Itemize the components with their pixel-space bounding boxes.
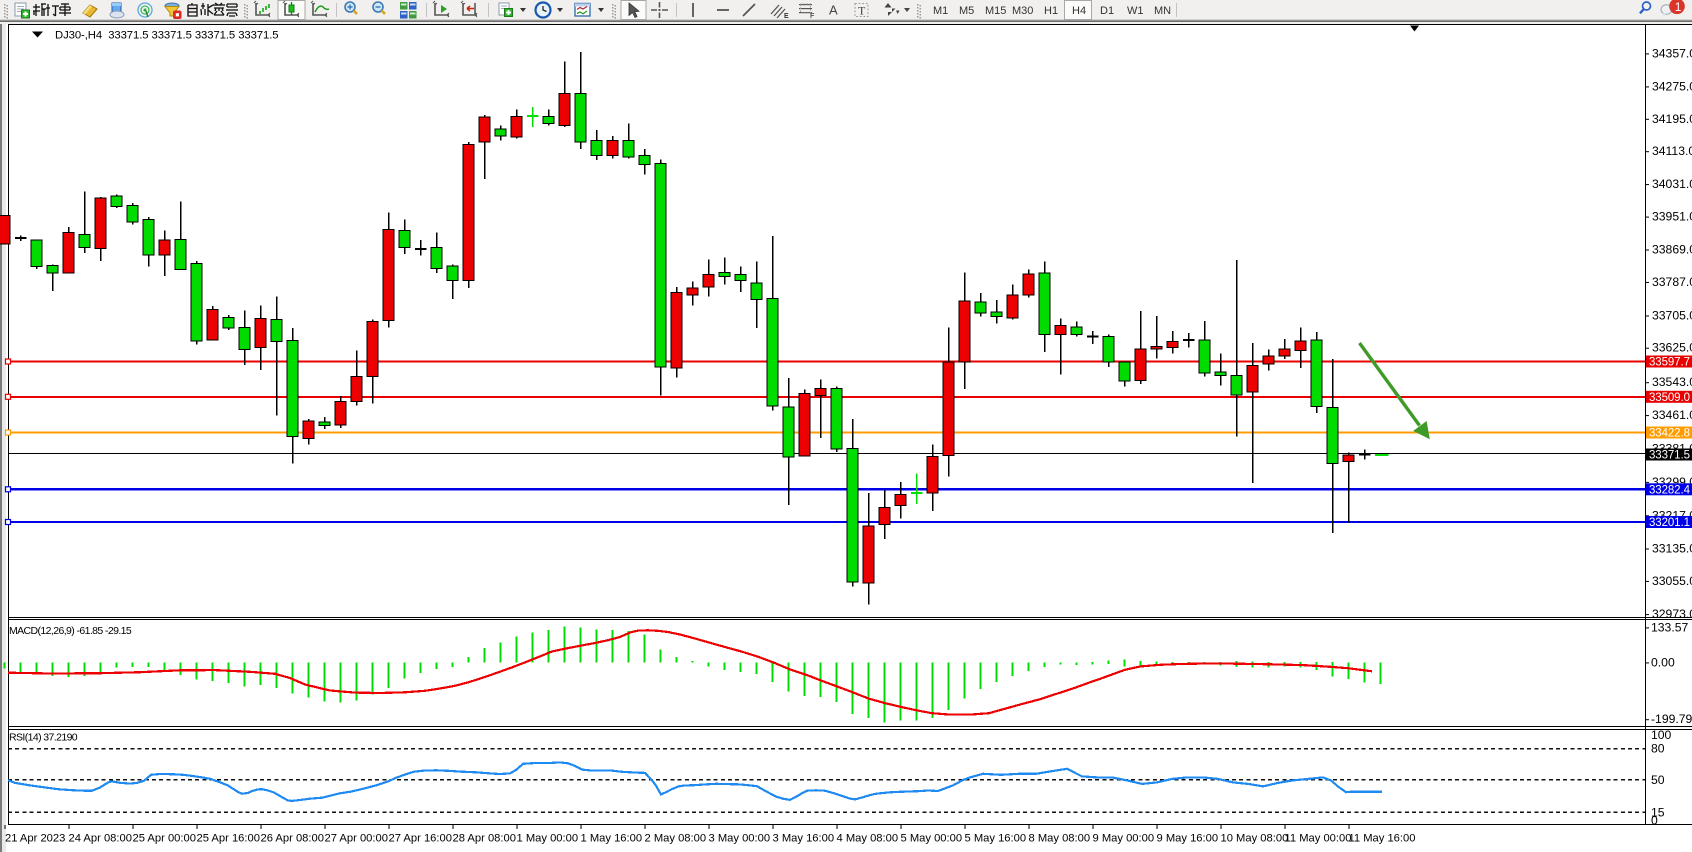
- svg-text:24 Apr 08:00: 24 Apr 08:00: [69, 833, 132, 845]
- svg-text:9 May 00:00: 9 May 00:00: [1093, 833, 1155, 845]
- svg-text:1 May 00:00: 1 May 00:00: [517, 833, 579, 845]
- svg-text:W1: W1: [1127, 5, 1144, 17]
- svg-text:33422.8: 33422.8: [1649, 428, 1690, 440]
- svg-text:D1: D1: [1100, 5, 1114, 17]
- svg-text:33597.7: 33597.7: [1649, 357, 1690, 369]
- svg-text:33543.0: 33543.0: [1652, 375, 1692, 389]
- svg-text:A: A: [829, 3, 838, 18]
- svg-text:3 May 00:00: 3 May 00:00: [709, 833, 771, 845]
- svg-text:33371.5: 33371.5: [1649, 450, 1690, 462]
- svg-text:0: 0: [1651, 814, 1658, 828]
- svg-text:M1: M1: [933, 5, 948, 17]
- svg-text:34357.0: 34357.0: [1652, 46, 1692, 60]
- svg-text:27 Apr 00:00: 27 Apr 00:00: [325, 833, 388, 845]
- svg-text:M30: M30: [1012, 5, 1033, 17]
- svg-text:80: 80: [1651, 742, 1665, 756]
- svg-text:32973.0: 32973.0: [1652, 607, 1692, 621]
- svg-text:DJ30-,H4 33371.5 33371.5 3337: DJ30-,H4 33371.5 33371.5 33371.5 33371.5: [55, 30, 278, 42]
- svg-text:M5: M5: [959, 5, 974, 17]
- svg-text:33509.0: 33509.0: [1649, 392, 1690, 404]
- svg-text:MACD(12,26,9) -61.85 -29.15: MACD(12,26,9) -61.85 -29.15: [9, 625, 132, 637]
- svg-text:11 May 16:00: 11 May 16:00: [1349, 833, 1416, 845]
- svg-text:0.00: 0.00: [1651, 655, 1675, 669]
- svg-text:H1: H1: [1044, 5, 1058, 17]
- svg-text:1 May 16:00: 1 May 16:00: [581, 833, 643, 845]
- svg-text:15: 15: [1651, 805, 1665, 819]
- svg-text:33869.0: 33869.0: [1652, 243, 1692, 257]
- svg-text:33787.0: 33787.0: [1652, 275, 1692, 289]
- svg-text:34195.0: 34195.0: [1652, 112, 1692, 126]
- svg-text:34113.0: 34113.0: [1652, 144, 1692, 158]
- svg-text:F: F: [810, 13, 815, 20]
- svg-text:5 May 00:00: 5 May 00:00: [901, 833, 963, 845]
- svg-text:-199.79: -199.79: [1651, 712, 1692, 726]
- svg-text:H4: H4: [1072, 5, 1086, 17]
- svg-text:8 May 08:00: 8 May 08:00: [1029, 833, 1091, 845]
- svg-text:RSI(14) 37.2190: RSI(14) 37.2190: [9, 732, 78, 744]
- svg-text:50: 50: [1651, 773, 1665, 787]
- svg-text:27 Apr 16:00: 27 Apr 16:00: [389, 833, 452, 845]
- svg-text:5 May 16:00: 5 May 16:00: [965, 833, 1027, 845]
- svg-text:133.57: 133.57: [1651, 620, 1688, 634]
- svg-text:25 Apr 16:00: 25 Apr 16:00: [197, 833, 260, 845]
- svg-text:100: 100: [1651, 728, 1672, 742]
- svg-text:33201.1: 33201.1: [1649, 517, 1690, 529]
- svg-text:33055.0: 33055.0: [1652, 574, 1692, 588]
- svg-text:33282.4: 33282.4: [1649, 485, 1691, 497]
- svg-text:25 Apr 00:00: 25 Apr 00:00: [133, 833, 196, 845]
- svg-text:T: T: [858, 4, 866, 18]
- svg-text:33135.0: 33135.0: [1652, 542, 1692, 556]
- svg-text:33461.0: 33461.0: [1652, 408, 1692, 422]
- svg-text:M15: M15: [985, 5, 1006, 17]
- svg-text:21 Apr 2023: 21 Apr 2023: [5, 833, 65, 845]
- svg-text:10 May 08:00: 10 May 08:00: [1221, 833, 1289, 845]
- svg-text:E: E: [784, 13, 789, 20]
- svg-text:33625.0: 33625.0: [1652, 341, 1692, 355]
- svg-text:28 Apr 08:00: 28 Apr 08:00: [453, 833, 516, 845]
- svg-text:9 May 16:00: 9 May 16:00: [1157, 833, 1219, 845]
- svg-text:4 May 08:00: 4 May 08:00: [837, 833, 899, 845]
- svg-text:1: 1: [1675, 0, 1682, 14]
- svg-text:3 May 16:00: 3 May 16:00: [773, 833, 835, 845]
- svg-text:2 May 08:00: 2 May 08:00: [645, 833, 707, 845]
- svg-text:33705.0: 33705.0: [1652, 309, 1692, 323]
- svg-text:33951.0: 33951.0: [1652, 210, 1692, 224]
- svg-text:11 May 00:00: 11 May 00:00: [1285, 833, 1352, 845]
- svg-text:26 Apr 08:00: 26 Apr 08:00: [261, 833, 324, 845]
- svg-text:34031.0: 34031.0: [1652, 177, 1692, 191]
- svg-text:MN: MN: [1154, 5, 1171, 17]
- svg-text:34275.0: 34275.0: [1652, 79, 1692, 93]
